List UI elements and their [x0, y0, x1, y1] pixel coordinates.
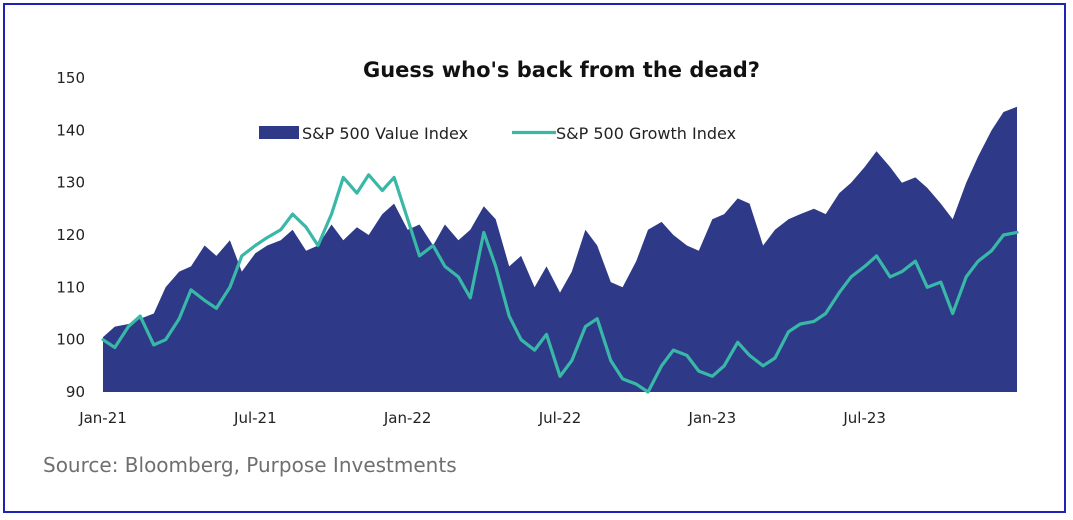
x-tick-label: Jan-22 [383, 409, 432, 427]
legend-swatch-value-index [259, 126, 299, 139]
chart-frame [3, 3, 1066, 513]
value-index-area-layer [103, 106, 1017, 393]
y-tick-label: 140 [56, 121, 85, 139]
x-tick-label: Jul-21 [233, 409, 277, 427]
x-tick-label: Jul-23 [842, 409, 886, 427]
legend: S&P 500 Value Index S&P 500 Growth Index [259, 124, 736, 143]
y-tick-label: 120 [56, 226, 85, 244]
growth-index-line-layer [101, 173, 1019, 394]
legend-label-growth-index: S&P 500 Growth Index [556, 124, 736, 143]
y-tick-label: 90 [66, 383, 85, 401]
source-note: Source: Bloomberg, Purpose Investments [43, 453, 457, 477]
x-tick-label: Jan-23 [688, 409, 737, 427]
y-axis-ticks: 90 100 110 120 130 140 150 [56, 69, 85, 401]
y-tick-label: 130 [56, 174, 85, 192]
x-tick-label: Jul-22 [538, 409, 582, 427]
series-line-growth-index [101, 173, 1019, 394]
x-axis-ticks: Jan-21 Jul-21 Jan-22 Jul-22 Jan-23 Jul-23 [78, 409, 886, 427]
y-tick-label: 110 [56, 278, 85, 296]
series-area-value-index [103, 106, 1017, 393]
chart-title: Guess who's back from the dead? [362, 58, 760, 82]
legend-label-value-index: S&P 500 Value Index [302, 124, 468, 143]
y-tick-label: 100 [56, 331, 85, 349]
x-tick-label: Jan-21 [78, 409, 127, 427]
y-tick-label: 150 [56, 69, 85, 87]
